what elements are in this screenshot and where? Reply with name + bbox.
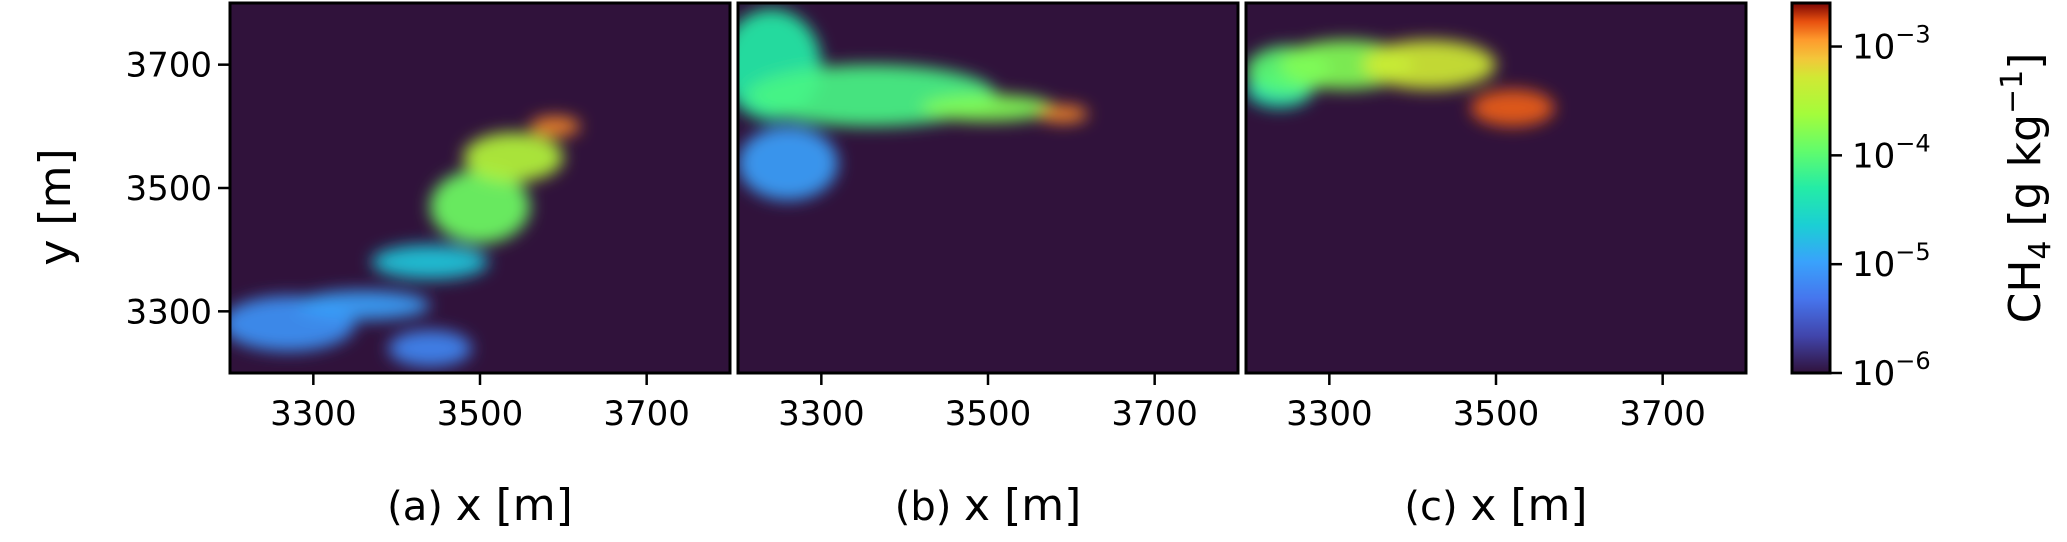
colorbar-tick-label: 10−6 [1852,347,1931,394]
y-axis: 3300 3500 3700 [125,46,230,332]
y-tick-label: 3300 [125,292,212,332]
x-axis-label: (a) x [m] [387,480,573,531]
colorbar-tick-label: 10−4 [1852,129,1931,176]
x-tick-label: 3500 [437,394,524,434]
x-axis-label: (c) x [m] [1404,480,1587,531]
plume-blob [1362,40,1497,90]
x-tick-label: 3700 [1111,394,1198,434]
y-tick-label: 3500 [125,169,212,209]
plume [1246,40,1555,127]
heatmap-panels: 3300 3500 3700 (a) x [m] 3300 3500 3700 (b) x [… [228,1,1748,531]
x-tick-label: 3500 [1453,394,1540,434]
y-tick-label: 3700 [125,46,212,86]
colorbar-tick-label: 10−3 [1852,21,1931,68]
plume-blob [738,126,838,201]
colorbar-label: CH4 [g kg−1] [1995,53,2058,324]
panel-c: 3300 3500 3700 (c) x [m] [1244,1,1748,531]
panel-a: 3300 3500 3700 (a) x [m] [228,1,732,531]
x-tick-label: 3300 [1286,394,1373,434]
x-axis-label: (b) x [m] [895,480,1082,531]
plume [230,116,580,367]
colorbar: 10−6 10−5 10−4 10−3 CH4 [g kg−1] [1790,1,2058,394]
colorbar-gradient [1792,3,1830,373]
colorbar-frame [1790,1,1832,375]
plume-blob [463,132,564,182]
x-tick-label: 3300 [270,394,357,434]
x-tick-label: 3700 [1619,394,1706,434]
plume-blob [388,329,472,367]
x-tick-label: 3700 [603,394,690,434]
plume-blob [371,244,489,280]
x-tick-label: 3300 [778,394,865,434]
plume-blob [921,94,1055,122]
colorbar-tick-label: 10−5 [1852,238,1931,285]
y-axis-label: y [m] [30,148,81,265]
plume-blob [296,290,430,320]
plume-blob [1471,89,1555,127]
plume [738,9,1088,201]
panel-b: 3300 3500 3700 (b) x [m] [736,1,1240,531]
plume-blob [1038,105,1088,123]
plume-blob [430,169,530,244]
plume-blob [530,116,580,137]
x-tick-label: 3500 [945,394,1032,434]
